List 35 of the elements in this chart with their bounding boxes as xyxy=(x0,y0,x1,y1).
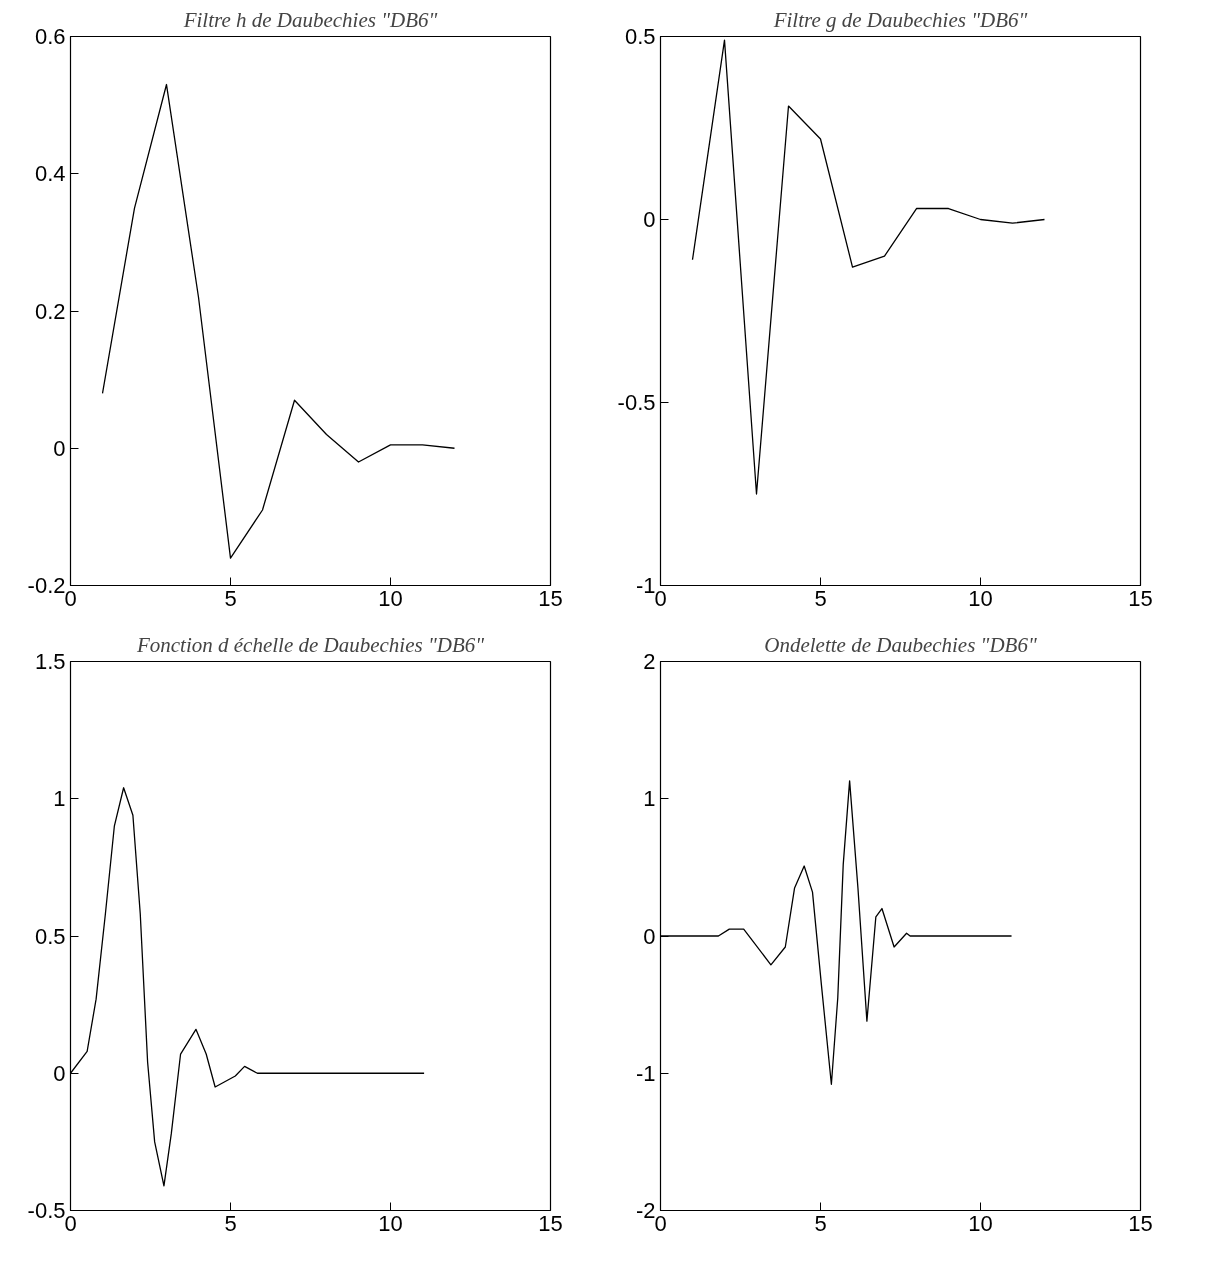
y-tick-label: 0.5 xyxy=(34,923,66,949)
y-tick-label: -2 xyxy=(635,1198,656,1223)
y-tick-label: 1 xyxy=(53,786,66,812)
y-tick-label: 1 xyxy=(643,786,656,812)
x-tick-label: 15 xyxy=(538,585,563,611)
chart-title: Ondelette de Daubechies "DB6" xyxy=(764,632,1037,657)
x-tick-label: 5 xyxy=(224,585,237,611)
y-tick-label: 0.5 xyxy=(624,24,656,49)
y-tick-label: 0 xyxy=(643,207,656,232)
y-tick-label: 0.2 xyxy=(34,298,66,324)
x-tick-label: 10 xyxy=(968,585,993,611)
x-tick-label: 5 xyxy=(814,585,827,611)
x-tick-label: 15 xyxy=(1128,1210,1153,1236)
y-tick-label: 1.5 xyxy=(34,649,66,674)
y-tick-label: 2 xyxy=(643,649,656,674)
x-tick-label: 5 xyxy=(224,1210,237,1236)
chart-title: Filtre h de Daubechies "DB6" xyxy=(182,7,438,32)
x-tick-label: 10 xyxy=(378,585,403,611)
x-tick-label: 10 xyxy=(968,1210,993,1236)
y-tick-label: -1 xyxy=(635,573,656,598)
x-tick-label: 15 xyxy=(538,1210,563,1236)
y-tick-label: -0.5 xyxy=(27,1198,66,1223)
chart-title: Filtre g de Daubechies "DB6" xyxy=(772,7,1028,32)
y-tick-label: -0.2 xyxy=(27,573,66,598)
y-tick-label: 0 xyxy=(53,435,66,461)
y-tick-label: 0.6 xyxy=(34,24,66,49)
x-tick-label: 15 xyxy=(1128,585,1153,611)
x-tick-label: 5 xyxy=(814,1210,827,1236)
y-tick-label: 0.4 xyxy=(34,161,66,187)
y-tick-label: 0 xyxy=(643,923,656,949)
chart-title: Fonction d échelle de Daubechies "DB6" xyxy=(135,632,485,657)
x-tick-label: 10 xyxy=(378,1210,403,1236)
y-tick-label: -0.5 xyxy=(617,390,656,415)
y-tick-label: -1 xyxy=(635,1060,656,1086)
y-tick-label: 0 xyxy=(53,1060,66,1086)
